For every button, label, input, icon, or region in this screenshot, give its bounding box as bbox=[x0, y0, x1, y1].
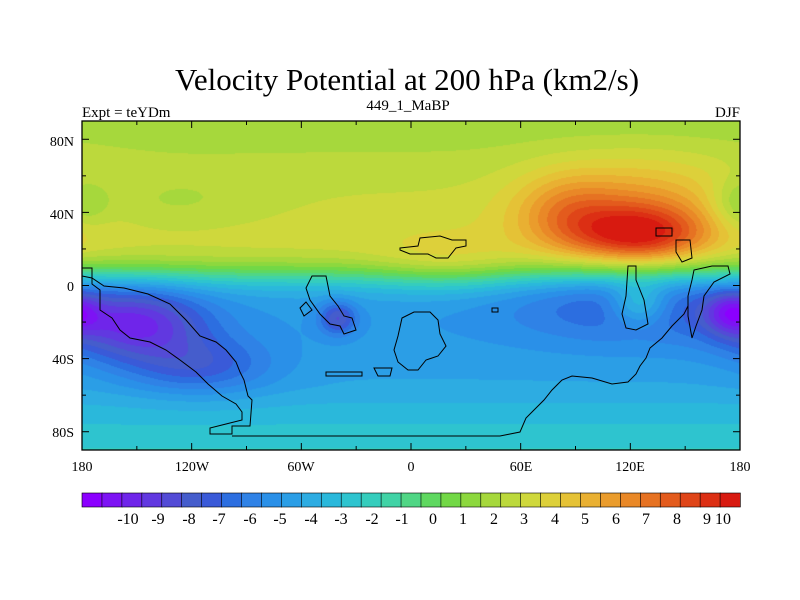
y-tick-label: 80N bbox=[50, 135, 74, 150]
coastline-small-island-west bbox=[299, 301, 313, 317]
season-label: DJF bbox=[715, 105, 740, 121]
coastline-east-landmass bbox=[687, 265, 731, 339]
run-id-label: 449_1_MaBP bbox=[366, 98, 449, 114]
coastline-south-cape bbox=[325, 371, 363, 377]
colorbar-box bbox=[301, 492, 322, 508]
colorbar-box bbox=[121, 492, 143, 508]
colorbar-box bbox=[440, 492, 462, 508]
coastline-small-island-east bbox=[655, 227, 673, 237]
colorbar-labels: -10 -9 -8 -7 -6 -5 -4 -3 -2 -1 0 1 2 3 4… bbox=[117, 511, 731, 528]
coastline-small-island-mid bbox=[373, 367, 393, 377]
colorbar-label: -4 bbox=[304, 511, 317, 528]
colorbar-box bbox=[420, 492, 442, 508]
colorbar-box bbox=[719, 492, 741, 508]
x-tick-label: 180 bbox=[730, 460, 751, 475]
colorbar-label: -10 bbox=[117, 511, 138, 528]
x-tick-label: 0 bbox=[408, 460, 415, 475]
colorbar-box bbox=[620, 492, 641, 508]
colorbar-box bbox=[520, 492, 542, 508]
colorbar-label: 3 bbox=[520, 511, 528, 528]
colorbar-label: 10 bbox=[715, 511, 731, 528]
colorbar-box bbox=[639, 492, 661, 508]
colorbar-box bbox=[340, 492, 362, 508]
colorbar-label: 9 bbox=[703, 511, 711, 528]
coastline-australia bbox=[621, 265, 649, 331]
x-tick-label: 120W bbox=[175, 460, 210, 475]
colorbar-box bbox=[500, 492, 522, 508]
colorbar-box bbox=[141, 492, 163, 508]
colorbar-box bbox=[480, 492, 502, 508]
coastline-south-america bbox=[81, 267, 253, 435]
map-panel: 180 120W 60W 0 60E 120E 180 80N 40N 0 40… bbox=[50, 120, 751, 475]
colorbar-label: -2 bbox=[365, 511, 378, 528]
colorbar: -10 -9 -8 -7 -6 -5 -4 -3 -2 -1 0 1 2 3 4… bbox=[81, 492, 741, 528]
colorbar-label: 1 bbox=[459, 511, 467, 528]
colorbar-box bbox=[400, 492, 422, 508]
y-tick-label: 0 bbox=[67, 280, 74, 295]
colorbar-box bbox=[241, 492, 263, 508]
colorbar-box bbox=[320, 492, 342, 508]
colorbar-label: -3 bbox=[334, 511, 347, 528]
latitude-labels: 80N 40N 0 40S 80S bbox=[50, 135, 74, 441]
y-tick-label: 80S bbox=[52, 426, 74, 441]
coastline-central-island bbox=[305, 275, 357, 335]
colorbar-box bbox=[201, 492, 223, 508]
colorbar-box bbox=[580, 492, 602, 508]
colorbar-box bbox=[161, 492, 183, 508]
colorbar-box bbox=[600, 492, 622, 508]
x-tick-label: 60E bbox=[510, 460, 533, 475]
colorbar-label: -9 bbox=[151, 511, 164, 528]
coastline-antarctica bbox=[232, 305, 689, 437]
colorbar-label: 5 bbox=[581, 511, 589, 528]
colorbar-label: 8 bbox=[673, 511, 681, 528]
colorbar-box bbox=[540, 492, 562, 508]
colorbar-box bbox=[380, 492, 402, 508]
y-tick-label: 40S bbox=[52, 353, 74, 368]
y-tick-label: 40N bbox=[50, 208, 74, 223]
colorbar-box bbox=[659, 492, 681, 508]
x-tick-label: 180 bbox=[72, 460, 93, 475]
colorbar-box bbox=[101, 492, 123, 508]
colorbar-box bbox=[261, 492, 283, 508]
colorbar-box bbox=[560, 492, 582, 508]
colorbar-label: -8 bbox=[182, 511, 195, 528]
longitude-labels: 180 120W 60W 0 60E 120E 180 bbox=[72, 460, 751, 475]
experiment-label: Expt = teYDm bbox=[82, 105, 171, 121]
colorbar-box bbox=[281, 492, 303, 508]
colorbar-box bbox=[679, 492, 701, 508]
colorbar-label: 2 bbox=[490, 511, 498, 528]
colorbar-boxes bbox=[81, 492, 741, 508]
shaded-field bbox=[82, 121, 740, 450]
plot-title: Velocity Potential at 200 hPa (km2/s) bbox=[175, 62, 639, 97]
x-tick-label: 120E bbox=[615, 460, 645, 475]
coastline-madagascar bbox=[393, 311, 447, 371]
colorbar-box bbox=[181, 492, 203, 508]
colorbar-label: 4 bbox=[551, 511, 559, 528]
colorbar-box bbox=[360, 492, 382, 508]
coastlines bbox=[81, 227, 731, 437]
coastline-tiny-island-east bbox=[491, 307, 499, 313]
x-tick-label: 60W bbox=[287, 460, 315, 475]
colorbar-box bbox=[81, 492, 103, 508]
colorbar-box bbox=[460, 492, 482, 508]
colorbar-label: 6 bbox=[612, 511, 620, 528]
colorbar-label: -7 bbox=[212, 511, 225, 528]
coastline-east-peninsula bbox=[675, 239, 693, 263]
colorbar-label: -5 bbox=[273, 511, 286, 528]
colorbar-label: -6 bbox=[243, 511, 256, 528]
colorbar-label: 7 bbox=[642, 511, 650, 528]
coastline-africa bbox=[399, 235, 467, 259]
colorbar-box bbox=[221, 492, 243, 508]
axis-ticks bbox=[81, 121, 741, 450]
colorbar-label: 0 bbox=[429, 511, 437, 528]
colorbar-box bbox=[699, 492, 721, 508]
colorbar-label: -1 bbox=[395, 511, 408, 528]
